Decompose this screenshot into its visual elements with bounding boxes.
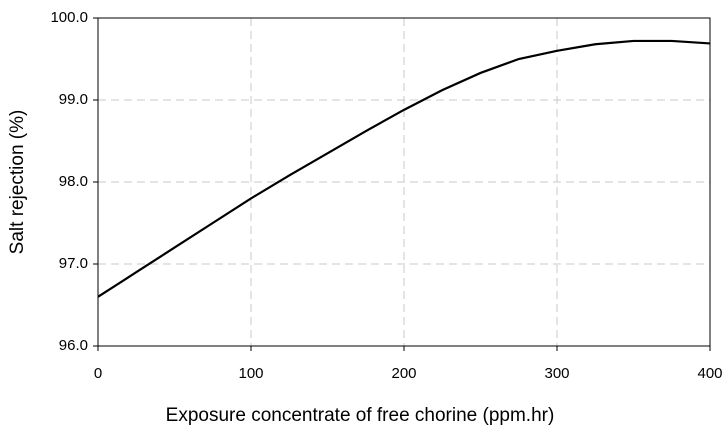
y-axis-label: Salt rejection (%) [7,110,28,255]
y-tick-label: 99.0 [59,91,88,108]
x-tick-label: 0 [94,365,102,382]
x-tick-label: 300 [544,365,569,382]
y-tick-label: 96.0 [59,337,88,354]
y-tick-label: 98.0 [59,173,88,190]
x-tick-label: 100 [238,365,263,382]
x-axis-label: Exposure concentrate of free chorine (pp… [166,405,555,426]
x-tick-label: 200 [391,365,416,382]
plot-frame [97,17,711,347]
y-tick-label: 100.0 [50,9,88,26]
x-tick-label: 400 [697,365,722,382]
y-tick-label: 97.0 [59,255,88,272]
data-line [97,39,711,298]
